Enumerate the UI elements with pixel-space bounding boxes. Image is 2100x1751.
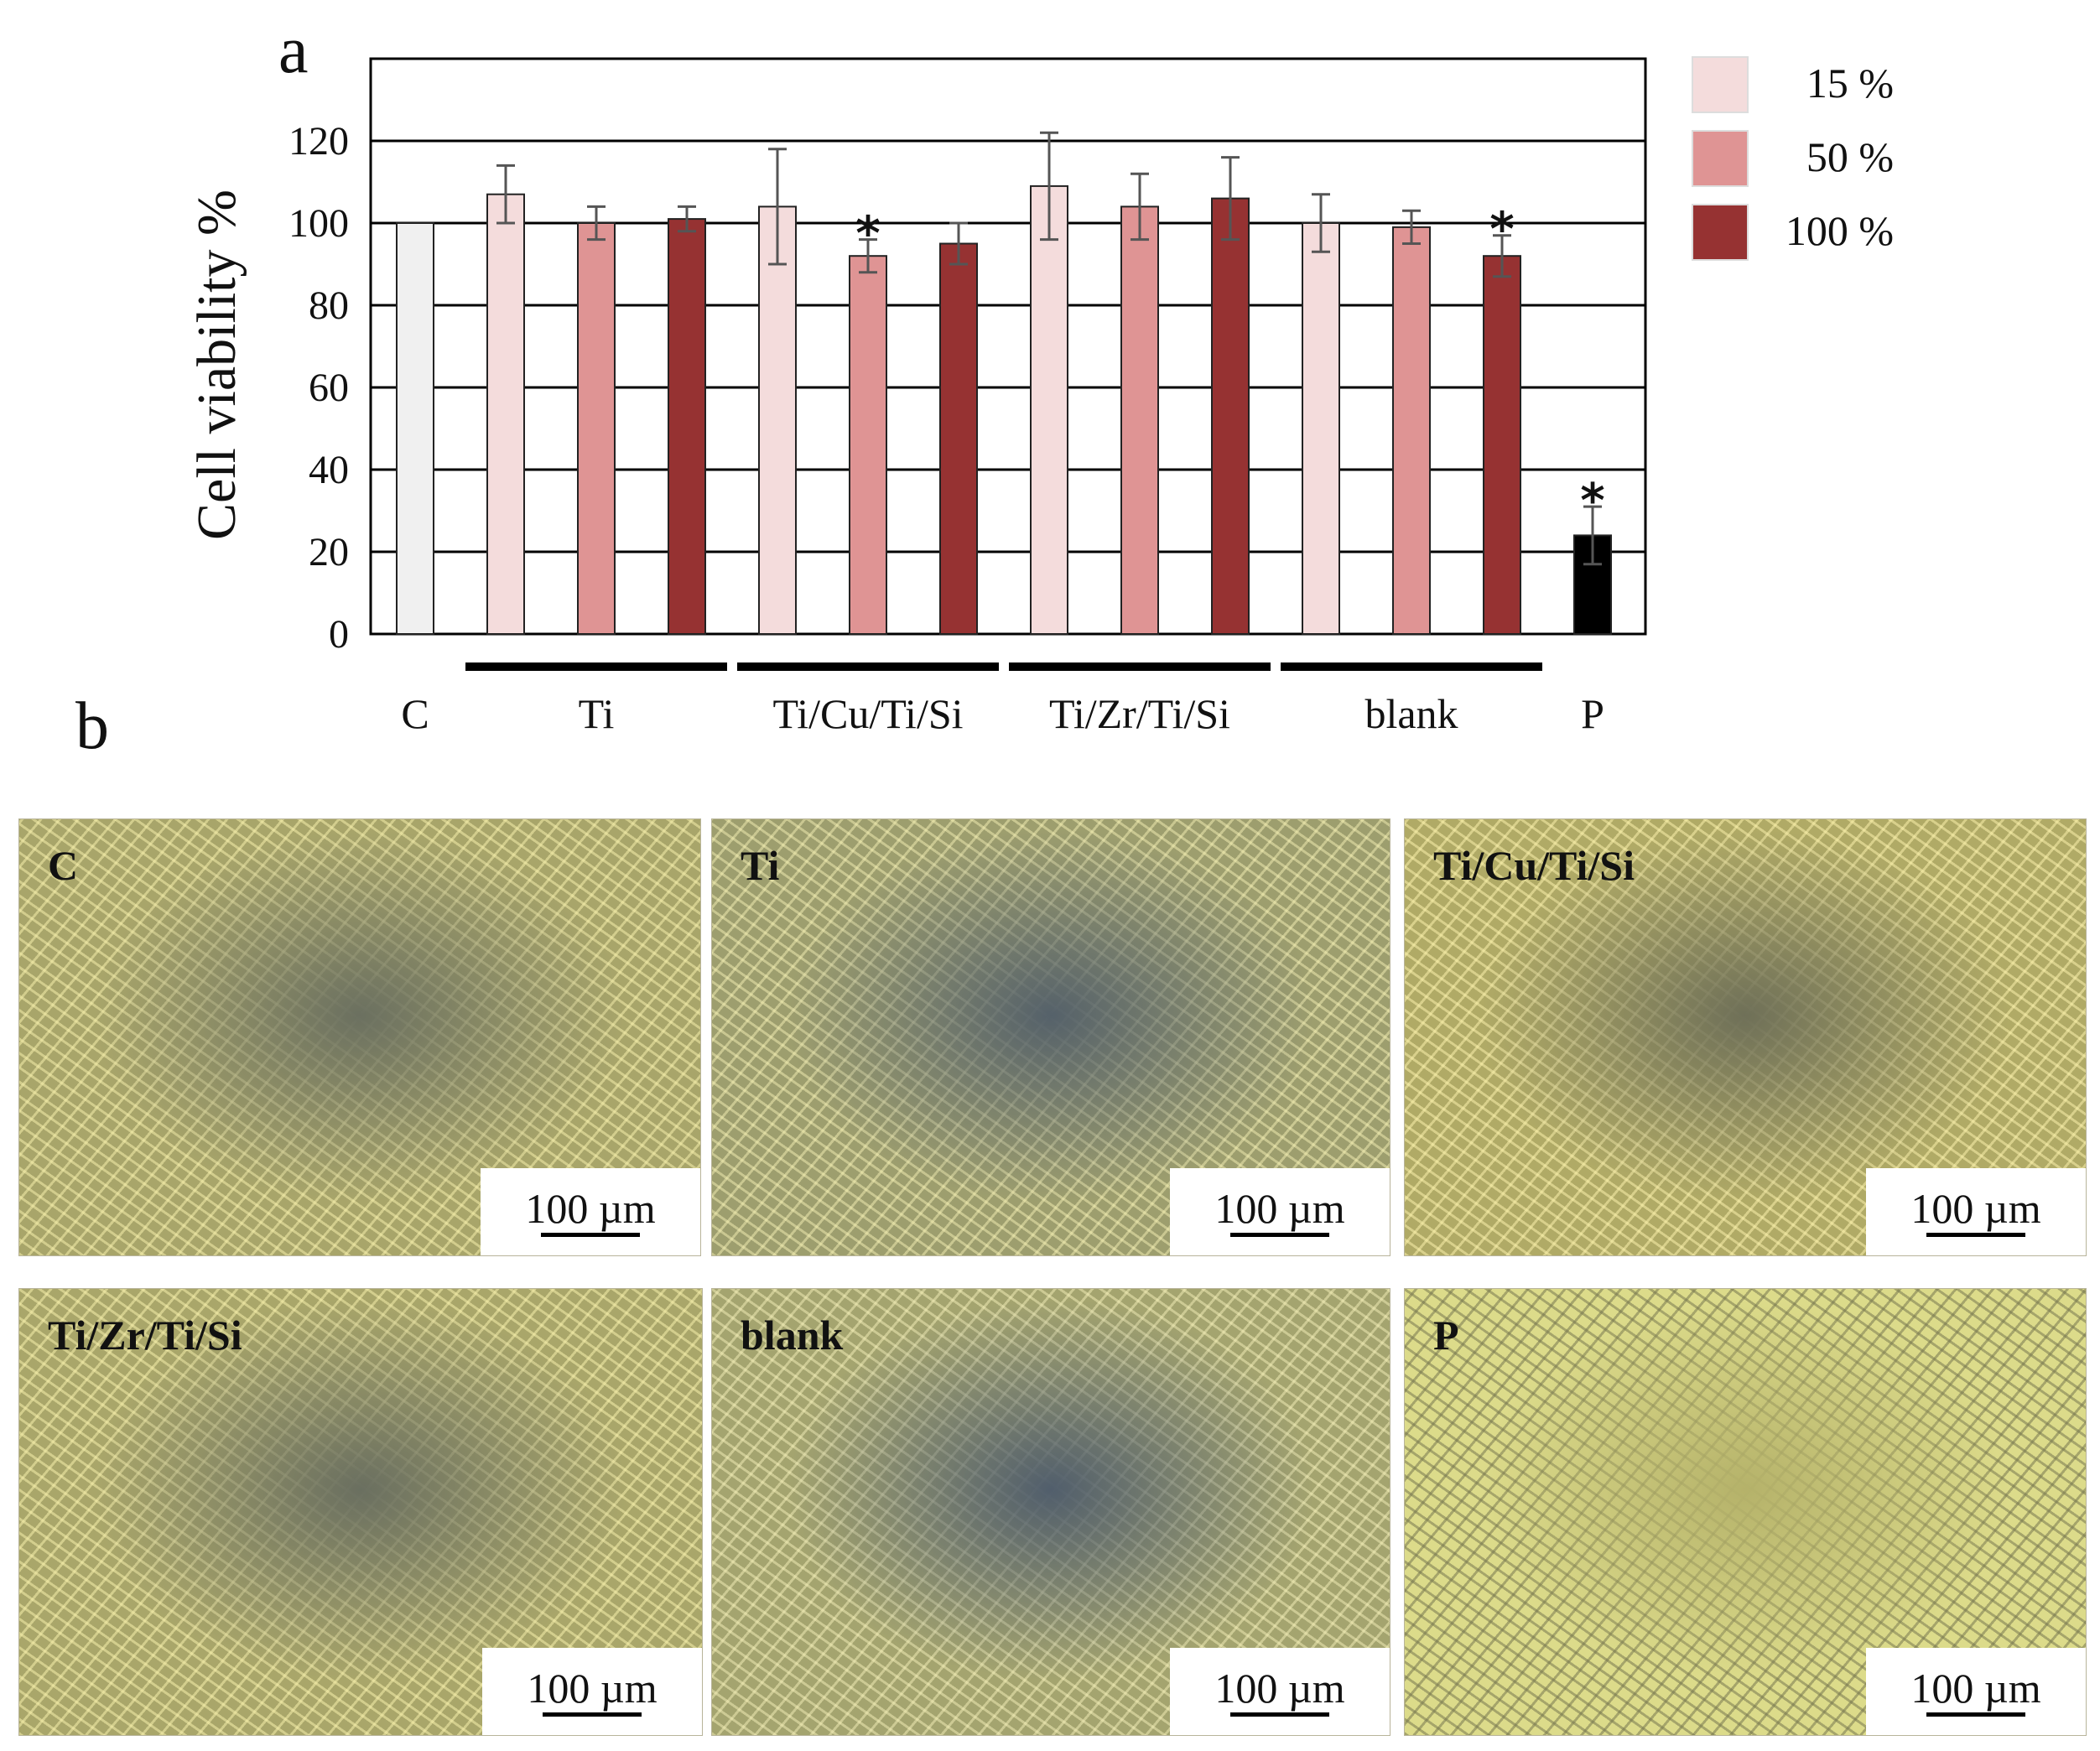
bar [668, 218, 706, 635]
bar [849, 255, 887, 635]
bars [396, 184, 1612, 636]
micrograph-label: P [1433, 1312, 1459, 1359]
y-tick-label: 40 [309, 448, 349, 492]
bar [1030, 184, 1068, 635]
scale-bar-line [1926, 1712, 2025, 1717]
micrograph-ti: Ti 100 µm [711, 818, 1390, 1256]
group-label: Ti/Zr/Ti/Si [1049, 690, 1230, 737]
bar [939, 242, 978, 635]
error-bars: * * * [496, 131, 1605, 566]
group-label: Ti/Cu/Ti/Si [772, 690, 963, 737]
micrograph-label: Ti [741, 842, 780, 889]
y-tick-label: 60 [309, 366, 349, 410]
legend-swatch [1692, 130, 1749, 187]
legend-label: 15 % [1806, 60, 1894, 107]
legend-label: 50 % [1806, 133, 1894, 180]
scale-bar-label: 100 µm [1214, 1184, 1345, 1232]
legend: 15 % 50 % 100 % [1692, 56, 1894, 261]
bar [1483, 255, 1521, 635]
scale-bar: 100 µm [482, 1648, 702, 1735]
scale-bar-line [541, 1232, 640, 1237]
scale-bar-line [1230, 1232, 1329, 1237]
scale-bar: 100 µm [1170, 1648, 1390, 1735]
group-label: C [401, 690, 429, 737]
micrograph-ti-cu-ti-si: Ti/Cu/Ti/Si 100 µm [1404, 818, 2087, 1256]
bar [1392, 226, 1431, 635]
scale-bar-label: 100 µm [525, 1184, 656, 1232]
scale-bar-label: 100 µm [1910, 1664, 2041, 1712]
significance-star: * [1580, 474, 1604, 528]
legend-swatch [1692, 56, 1749, 113]
scale-bar-label: 100 µm [1910, 1184, 2041, 1232]
y-tick-label: 100 [288, 201, 349, 246]
scale-bar-label: 100 µm [527, 1664, 658, 1712]
group-label: P [1581, 690, 1604, 737]
micrograph-label: C [48, 842, 79, 889]
significance-star: * [1489, 203, 1514, 257]
grid-lines [369, 57, 1647, 636]
y-axis-label: Cell viability % [186, 190, 247, 540]
micrograph-c: C 100 µm [18, 818, 701, 1256]
plot-frame [369, 57, 1647, 636]
legend-label: 100 % [1786, 207, 1894, 254]
bar [577, 222, 616, 635]
y-tick-label: 120 [288, 119, 349, 164]
bar [486, 193, 525, 635]
micrograph-label: Ti/Zr/Ti/Si [48, 1312, 242, 1359]
scale-bar: 100 µm [1170, 1168, 1390, 1255]
bar [758, 205, 797, 635]
micrograph-blank: blank 100 µm [711, 1288, 1390, 1736]
y-tick-labels: 0 20 40 60 80 100 120 [288, 119, 349, 657]
scale-bar: 100 µm [1866, 1168, 2086, 1255]
legend-swatch [1692, 204, 1749, 261]
scale-bar-label: 100 µm [1214, 1664, 1345, 1712]
significance-star: * [855, 207, 880, 262]
y-tick-label: 80 [309, 283, 349, 328]
panel-b-label: b [75, 689, 109, 763]
y-tick-label: 0 [329, 612, 349, 657]
panel-a-label: a [278, 13, 309, 87]
bar [1211, 197, 1250, 636]
micrograph-label: Ti/Cu/Ti/Si [1433, 842, 1635, 889]
group-labels: C Ti Ti/Cu/Ti/Si Ti/Zr/Ti/Si blank P [401, 662, 1604, 737]
scale-bar: 100 µm [481, 1168, 700, 1255]
group-label: blank [1364, 690, 1458, 737]
scale-bar-line [543, 1712, 642, 1717]
micrograph-p: P 100 µm [1404, 1288, 2087, 1736]
micrograph-label: blank [741, 1312, 844, 1359]
y-tick-label: 20 [309, 530, 349, 574]
group-label: Ti [579, 690, 615, 737]
scale-bar-line [1230, 1712, 1329, 1717]
bar [1302, 222, 1340, 635]
bar [396, 222, 434, 635]
bar [1120, 205, 1159, 635]
viability-bar-chart: * * * 0 20 40 60 80 100 120 C Ti Ti/Cu/Ti/Si Ti/Zr/… [186, 56, 1894, 737]
micrograph-ti-zr-ti-si: Ti/Zr/Ti/Si 100 µm [18, 1288, 703, 1736]
scale-bar: 100 µm [1866, 1648, 2086, 1735]
scale-bar-line [1926, 1232, 2025, 1237]
